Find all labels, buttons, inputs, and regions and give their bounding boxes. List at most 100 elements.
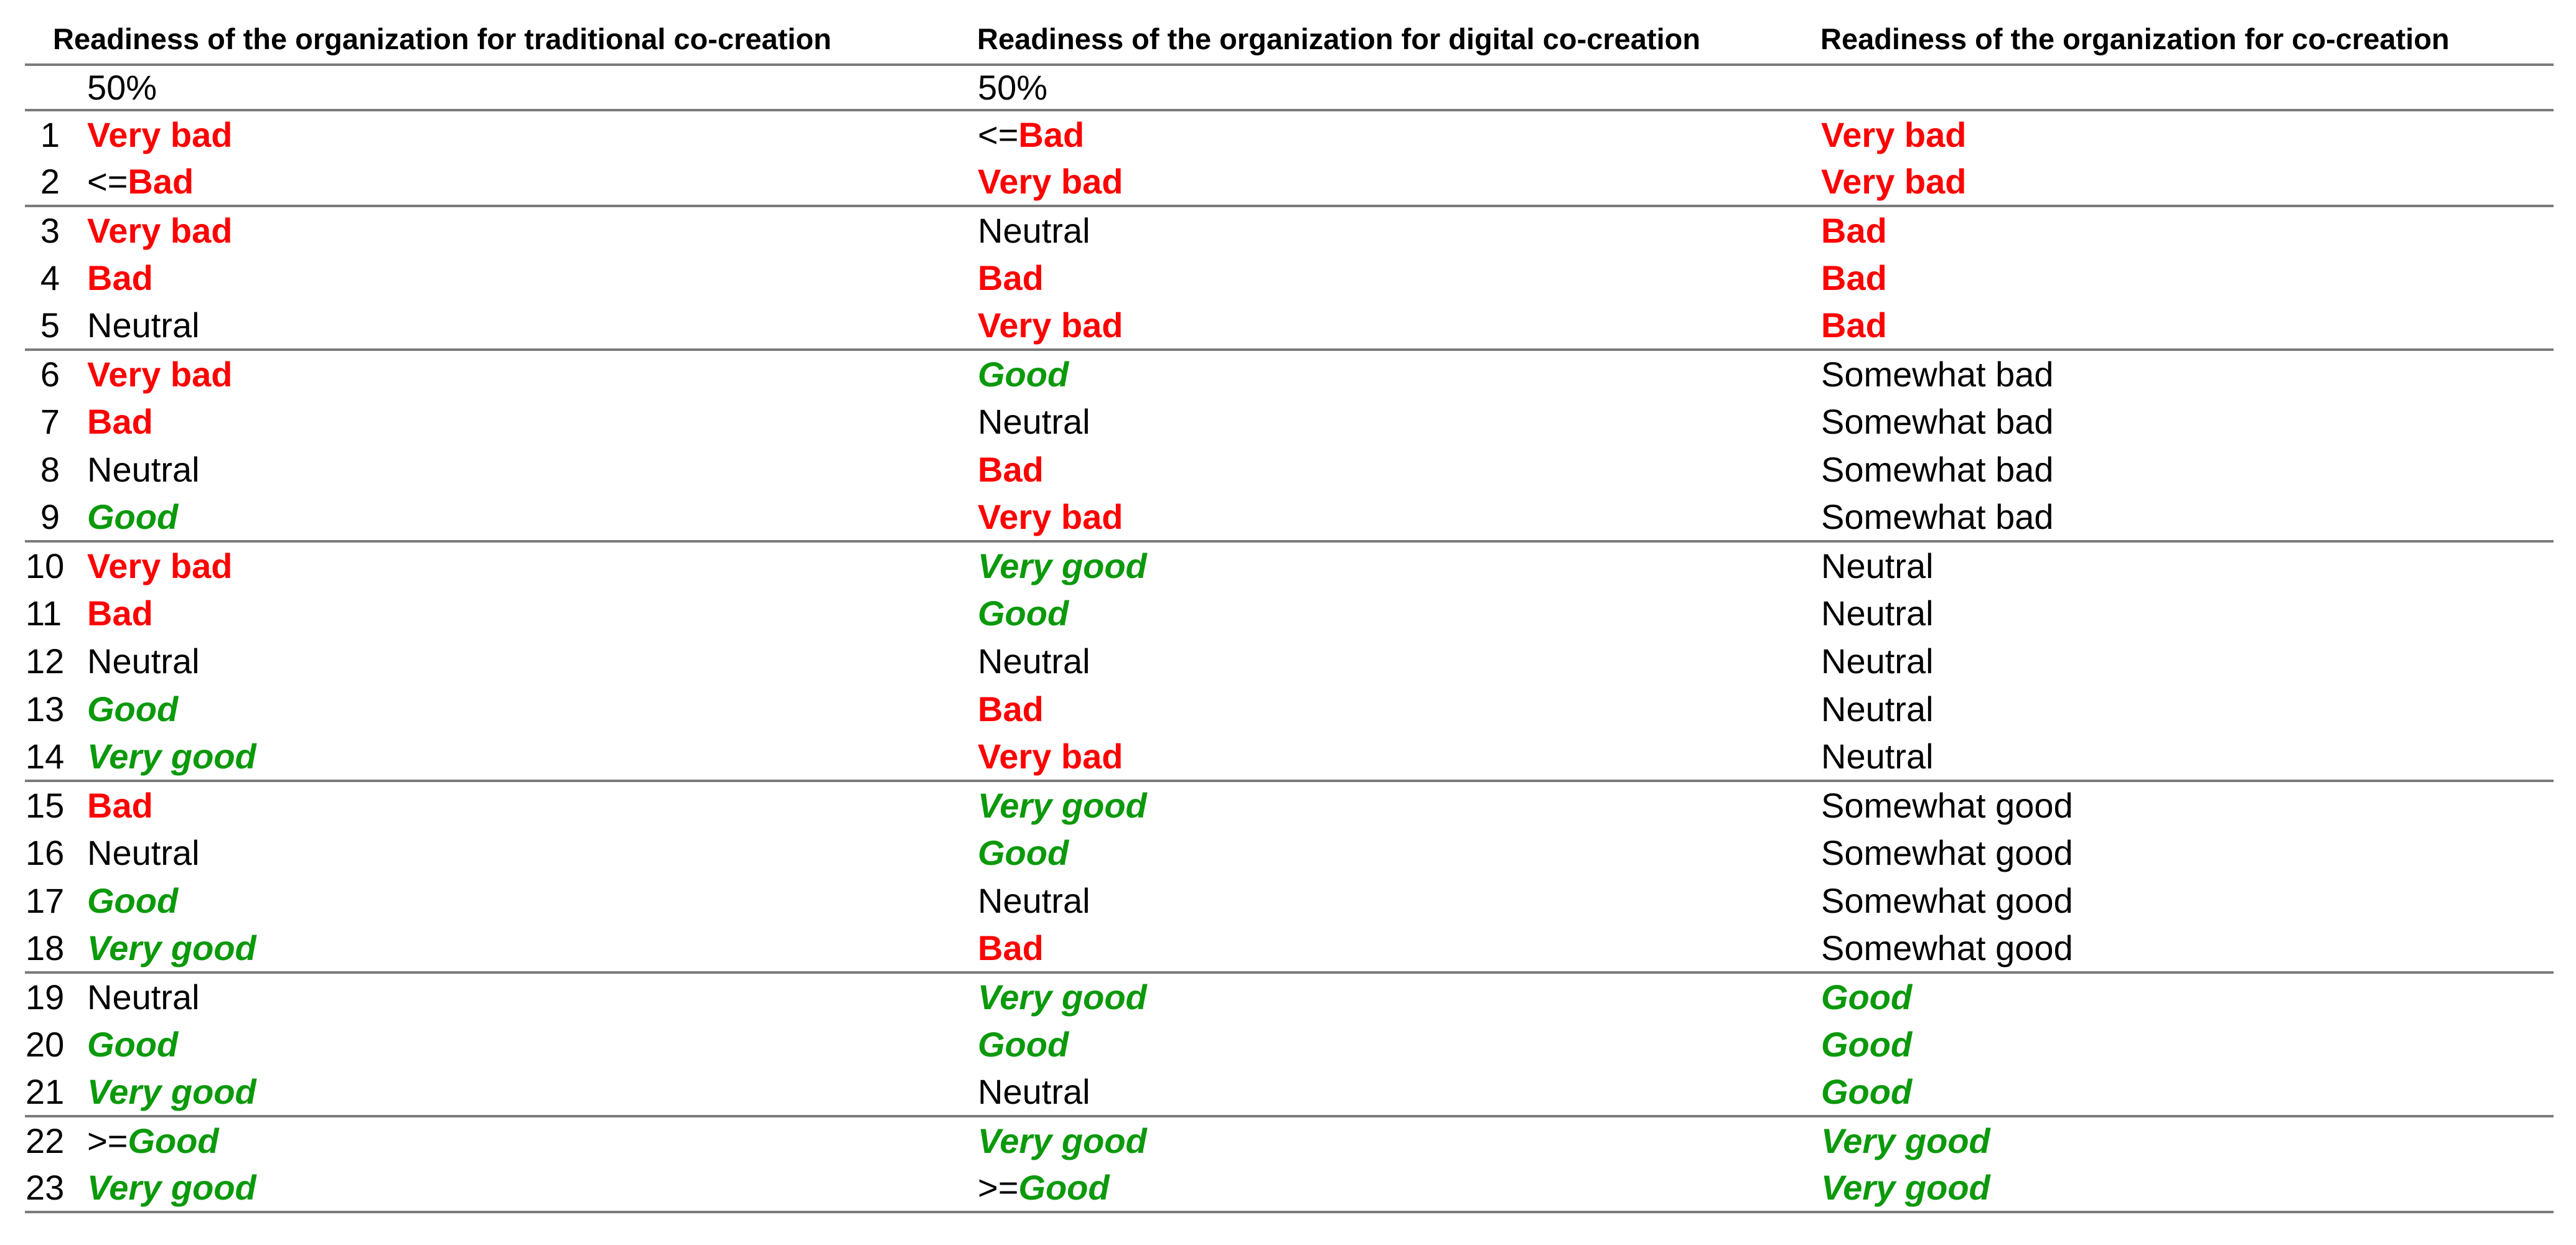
table-row: 8 Neutral Bad Somewhat bad — [25, 445, 2554, 493]
table-row: 10 Very bad Very good Neutral — [25, 541, 2554, 589]
cell-value: Good — [87, 497, 179, 536]
cell-cocreation: Somewhat good — [1820, 829, 2554, 877]
cell-digital: Bad — [977, 254, 1820, 302]
cell-value: Somewhat good — [1821, 881, 2073, 920]
cell-value: Very good — [87, 1072, 256, 1111]
cell-traditional: Neutral — [67, 972, 977, 1020]
cell-value: Bad — [1018, 115, 1085, 154]
operator-prefix: >= — [87, 1121, 128, 1160]
cell-value: Very bad — [978, 162, 1123, 201]
row-number: 5 — [40, 305, 60, 345]
cell-value: Very good — [978, 1121, 1147, 1160]
cell-value: Bad — [87, 258, 153, 297]
cell-value: Very bad — [87, 115, 233, 154]
header-traditional: Readiness of the organization for tradit… — [53, 22, 831, 55]
table-row: 16 Neutral Good Somewhat good — [25, 829, 2554, 877]
cell-value: Bad — [1821, 305, 1887, 345]
cell-digital: Very bad — [977, 158, 1820, 206]
row-number: 15 — [26, 786, 65, 825]
cell-value: Very bad — [978, 305, 1123, 345]
cell-traditional: Good — [67, 1020, 977, 1068]
cell-value: Somewhat good — [1821, 786, 2073, 825]
cell-value: Somewhat bad — [1821, 355, 2054, 394]
cell-value: Very bad — [1821, 115, 1967, 154]
cell-value: Very good — [1821, 1168, 1990, 1207]
operator-prefix: >= — [978, 1168, 1019, 1207]
cell-digital: <=Bad — [977, 110, 1820, 158]
cell-digital: Very good — [977, 781, 1820, 829]
cell-value: Good — [978, 594, 1069, 633]
cell-digital: Good — [977, 829, 1820, 877]
row-number: 9 — [40, 497, 60, 536]
cell-value: Good — [87, 1025, 179, 1064]
cell-value: Good — [87, 881, 179, 920]
row-number: 14 — [26, 737, 65, 776]
row-number: 19 — [26, 977, 65, 1017]
row-number: 10 — [26, 546, 65, 585]
row-number: 7 — [40, 402, 60, 441]
cell-value: Neutral — [87, 305, 200, 345]
operator-prefix: <= — [978, 115, 1019, 154]
table-row: 22 >=Good Very good Very good — [25, 1116, 2554, 1164]
cell-cocreation: Good — [1820, 972, 2554, 1020]
cell-value: Neutral — [978, 881, 1090, 920]
row-number: 18 — [26, 928, 65, 968]
table-row: 23 Very good >=Good Very good — [25, 1164, 2554, 1212]
cell-value: Good — [978, 1025, 1069, 1064]
row-number: 4 — [40, 258, 60, 297]
cell-traditional: Good — [67, 685, 977, 733]
cell-cocreation: Somewhat bad — [1820, 398, 2554, 445]
cell-value: Neutral — [978, 402, 1090, 441]
cell-value: Neutral — [978, 211, 1090, 250]
table-row: 13 Good Bad Neutral — [25, 685, 2554, 733]
table-row: 14 Very good Very bad Neutral — [25, 733, 2554, 781]
cell-cocreation: Somewhat bad — [1820, 493, 2554, 541]
cell-value: Bad — [87, 786, 153, 825]
cell-digital: Good — [977, 1020, 1820, 1068]
cell-value: Very good — [978, 786, 1147, 825]
cell-cocreation: Very good — [1820, 1164, 2554, 1212]
cell-value: Very good — [1821, 1121, 1990, 1160]
cell-value: Good — [978, 355, 1069, 394]
cell-cocreation: Neutral — [1820, 637, 2554, 685]
cell-value: Bad — [978, 689, 1044, 729]
table-row: 19 Neutral Very good Good — [25, 972, 2554, 1020]
cell-traditional: Bad — [67, 254, 977, 302]
row-number: 13 — [26, 689, 65, 729]
cell-value: Neutral — [87, 833, 200, 872]
cell-traditional: Bad — [67, 589, 977, 637]
operator-prefix: <= — [87, 162, 128, 201]
cell-value: Neutral — [87, 641, 200, 681]
header-row: Readiness of the organization for tradit… — [25, 15, 2554, 65]
cell-cocreation: Somewhat good — [1820, 925, 2554, 972]
cell-traditional: Neutral — [67, 637, 977, 685]
cell-value: Bad — [87, 402, 153, 441]
cell-value: Very bad — [87, 211, 233, 250]
table-row: 18 Very good Bad Somewhat good — [25, 925, 2554, 972]
threshold-traditional: 50% — [87, 68, 157, 107]
cell-digital: Neutral — [977, 206, 1820, 254]
cell-value: Good — [128, 1121, 219, 1160]
cell-traditional: Bad — [67, 398, 977, 445]
table-row: 7 Bad Neutral Somewhat bad — [25, 398, 2554, 445]
threshold-row-number-cell — [25, 65, 67, 110]
cell-value: Bad — [978, 258, 1044, 297]
readiness-table: Readiness of the organization for tradit… — [25, 15, 2554, 1213]
cell-value: Bad — [978, 928, 1044, 968]
row-number: 11 — [26, 594, 62, 633]
cell-value: Neutral — [1821, 641, 1934, 681]
cell-value: Somewhat good — [1821, 833, 2073, 872]
table-row: 15 Bad Very good Somewhat good — [25, 781, 2554, 829]
cell-cocreation: Good — [1820, 1068, 2554, 1116]
row-number: 1 — [40, 115, 60, 154]
cell-value: Bad — [978, 450, 1044, 489]
cell-traditional: Very good — [67, 1068, 977, 1116]
cell-cocreation: Neutral — [1820, 733, 2554, 781]
cell-value: Very bad — [1821, 162, 1967, 201]
table-row: 1 Very bad <=Bad Very bad — [25, 110, 2554, 158]
cell-cocreation: Somewhat bad — [1820, 445, 2554, 493]
cell-digital: Very bad — [977, 733, 1820, 781]
row-number: 3 — [40, 211, 60, 250]
row-number: 12 — [26, 641, 65, 681]
cell-digital: Good — [977, 589, 1820, 637]
